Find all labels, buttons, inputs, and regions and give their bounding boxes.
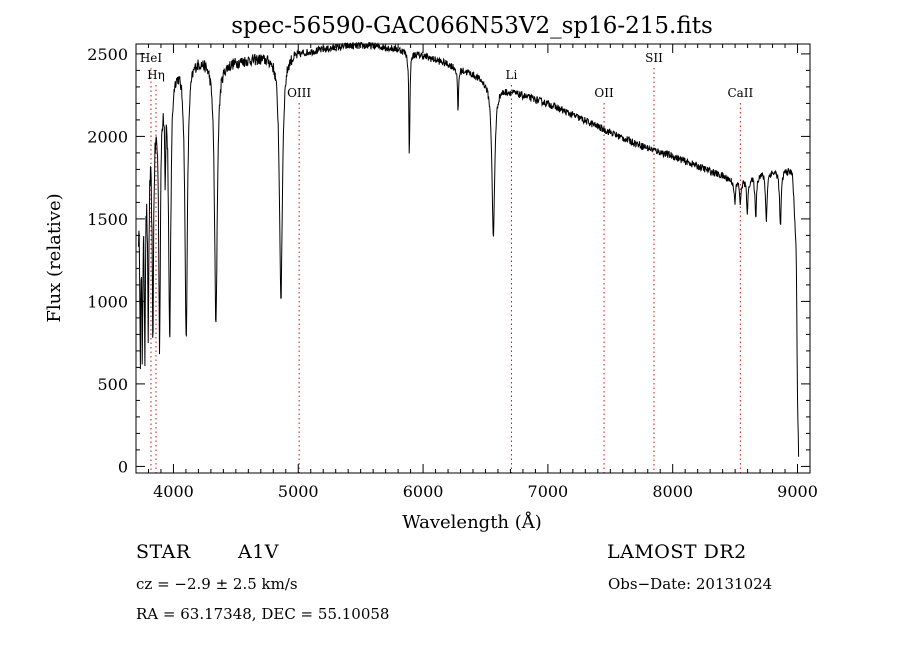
flux-series-line bbox=[138, 41, 800, 457]
x-tick-label: 7000 bbox=[528, 482, 569, 501]
y-tick-label: 0 bbox=[118, 457, 128, 476]
line-marker-label: HeI bbox=[140, 51, 163, 65]
chart-title: spec-56590-GAC066N53V2_sp16-215.fits bbox=[231, 13, 713, 39]
survey-name: LAMOST DR2 bbox=[607, 541, 747, 563]
line-markers: HeI Hη OIII Li OII SII CaII bbox=[140, 51, 754, 473]
x-tick-label: 6000 bbox=[403, 482, 444, 501]
sky-coordinates: RA = 63.17348, DEC = 55.10058 bbox=[136, 605, 390, 623]
line-marker-label: CaII bbox=[727, 86, 753, 100]
y-axis: 0 500 1000 1500 2000 2500 bbox=[87, 45, 810, 476]
x-axis: 4000 5000 6000 7000 8000 9000 bbox=[135, 44, 818, 501]
line-marker-label: SII bbox=[645, 51, 663, 65]
redshift-velocity: cz = −2.9 ± 2.5 km/s bbox=[136, 575, 298, 593]
x-tick-label: 8000 bbox=[652, 482, 693, 501]
observation-date: Obs−Date: 20131024 bbox=[608, 575, 773, 593]
spectral-subclass: A1V bbox=[238, 541, 280, 563]
x-tick-label: 4000 bbox=[153, 482, 194, 501]
y-axis-label: Flux (relative) bbox=[44, 193, 65, 322]
object-class: STAR bbox=[136, 541, 191, 563]
plot-frame bbox=[135, 43, 811, 474]
y-tick-label: 500 bbox=[97, 375, 128, 394]
x-tick-label: 5000 bbox=[278, 482, 319, 501]
y-tick-label: 2500 bbox=[87, 45, 128, 64]
x-tick-label: 9000 bbox=[777, 482, 818, 501]
line-marker-label: OII bbox=[594, 86, 614, 100]
y-tick-label: 1500 bbox=[87, 210, 128, 229]
y-tick-label: 1000 bbox=[87, 292, 128, 311]
line-marker-label: OIII bbox=[287, 86, 311, 100]
line-marker-label: Hη bbox=[147, 68, 165, 82]
x-axis-label: Wavelength (Å) bbox=[402, 511, 542, 533]
line-marker-label: Li bbox=[506, 68, 518, 82]
y-tick-label: 2000 bbox=[87, 127, 128, 146]
